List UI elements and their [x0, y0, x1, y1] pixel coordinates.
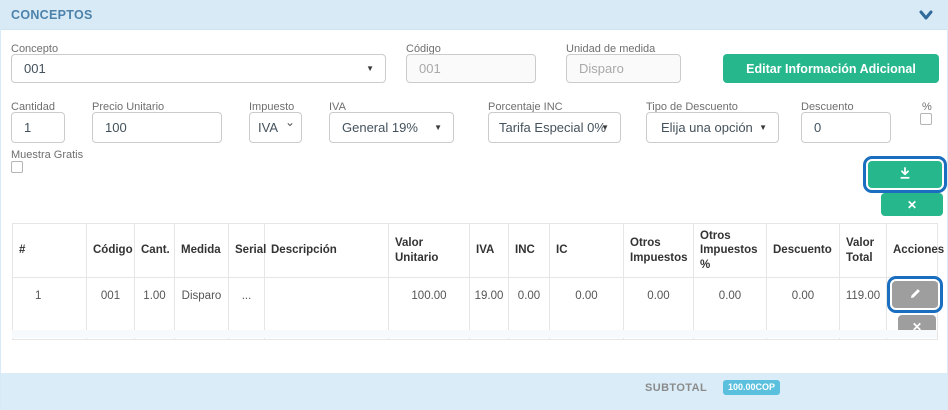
impuesto-select[interactable]: IVA ⌄ — [249, 112, 302, 143]
unidad-medida-input: Disparo — [566, 54, 681, 83]
precio-unitario-value: 100 — [105, 120, 127, 135]
cantidad-label: Cantidad — [11, 101, 56, 113]
concepto-value: 001 — [24, 61, 46, 76]
cell-otros-impuestos: 0.00 — [623, 277, 694, 341]
panel-title: CONCEPTOS — [11, 8, 93, 22]
concepto-select[interactable]: 001 ▼ — [11, 54, 386, 83]
muestra-gratis-checkbox[interactable] — [11, 161, 23, 173]
items-table: # Código Cant. Medida Serial Descripción… — [12, 222, 944, 341]
unidad-medida-value: Disparo — [579, 61, 624, 76]
x-icon: ✕ — [911, 319, 923, 334]
chevron-down-icon: ▼ — [601, 123, 609, 132]
porcentaje-checkbox-label: % — [922, 101, 932, 113]
cell-cant: 1.00 — [134, 277, 175, 341]
add-concepto-button[interactable] — [863, 156, 947, 193]
iva-value: General 19% — [342, 120, 418, 135]
cell-inc: 0.00 — [508, 277, 550, 341]
iva-label: IVA — [329, 101, 346, 113]
col-codigo: Código — [86, 222, 135, 279]
descuento-input[interactable]: 0 — [801, 112, 891, 143]
col-valor-unitario: Valor Unitario — [388, 222, 470, 279]
col-num: # — [12, 222, 87, 279]
muestra-gratis-label: Muestra Gratis — [11, 149, 84, 161]
col-otros-impuestos-pct: Otros Impuestos % — [693, 222, 767, 279]
codigo-value: 001 — [419, 61, 441, 76]
porcentaje-inc-label: Porcentaje INC — [488, 101, 563, 113]
unidad-medida-label: Unidad de medida — [566, 43, 656, 55]
col-descuento: Descuento — [766, 222, 840, 279]
concepto-label: Concepto — [11, 43, 59, 55]
col-otros-impuestos: Otros Impuestos — [623, 222, 694, 279]
descuento-value: 0 — [814, 120, 822, 135]
col-ic: IC — [549, 222, 624, 279]
tipo-descuento-value: Elija una opción — [661, 120, 753, 135]
subtotal-bar: SUBTOTAL 100.00COP — [1, 373, 947, 410]
precio-unitario-input[interactable]: 100 — [92, 112, 222, 143]
porcentaje-checkbox[interactable] — [920, 113, 932, 125]
cell-valor-total: 119.00 — [839, 277, 887, 341]
impuesto-value: IVA — [258, 120, 278, 135]
codigo-label: Código — [406, 43, 441, 55]
col-inc: INC — [508, 222, 550, 279]
download-icon — [898, 166, 912, 183]
tipo-descuento-label: Tipo de Descuento — [646, 101, 738, 113]
impuesto-label: Impuesto — [249, 101, 295, 113]
porcentaje-inc-value: Tarifa Especial 0% — [499, 120, 606, 135]
cell-medida: Disparo — [174, 277, 229, 341]
chevron-down-icon: ▼ — [759, 123, 767, 132]
panel-header: CONCEPTOS — [1, 0, 947, 30]
col-medida: Medida — [174, 222, 229, 279]
pencil-icon — [909, 287, 922, 303]
porcentaje-inc-select[interactable]: Tarifa Especial 0% ▼ — [488, 112, 621, 143]
chevron-down-icon: ▼ — [366, 64, 374, 73]
tipo-descuento-select[interactable]: Elija una opción ▼ — [646, 112, 779, 143]
chevron-down-icon: ▼ — [434, 123, 442, 132]
cell-iva: 19.00 — [469, 277, 509, 341]
col-valor-total: Valor Total — [839, 222, 887, 279]
x-icon: ✕ — [906, 197, 918, 212]
clear-concepto-button[interactable]: ✕ — [881, 193, 943, 216]
table-row: 1 001 1.00 Disparo ... 100.00 19.00 0.00… — [12, 276, 943, 341]
col-iva: IVA — [469, 222, 509, 279]
edit-row-button[interactable] — [887, 276, 943, 314]
col-serial: Serial — [228, 222, 266, 279]
col-descripcion: Descripción — [264, 222, 389, 279]
table-footer-strip — [12, 330, 937, 338]
cantidad-value: 1 — [24, 120, 32, 135]
editar-informacion-adicional-button[interactable]: Editar Información Adicional — [723, 54, 939, 83]
cantidad-input[interactable]: 1 — [11, 112, 65, 143]
chevron-down-icon: ⌄ — [284, 115, 295, 129]
cell-otros-impuestos-pct: 0.00 — [693, 277, 767, 341]
cell-descripcion — [264, 277, 389, 341]
precio-unitario-label: Precio Unitario — [92, 101, 165, 113]
chevron-down-icon[interactable] — [919, 8, 933, 22]
subtotal-label: SUBTOTAL — [645, 382, 708, 394]
descuento-label: Descuento — [801, 101, 854, 113]
cell-ic: 0.00 — [549, 277, 624, 341]
cell-descuento: 0.00 — [766, 277, 840, 341]
table-header-row: # Código Cant. Medida Serial Descripción… — [12, 222, 944, 279]
subtotal-badge: 100.00COP — [723, 380, 781, 395]
col-acciones: Acciones — [886, 222, 944, 279]
cell-num: 1 — [12, 277, 87, 341]
codigo-input: 001 — [406, 54, 536, 83]
cell-valor-unitario: 100.00 — [388, 277, 470, 341]
iva-select[interactable]: General 19% ▼ — [329, 112, 454, 143]
col-cant: Cant. — [134, 222, 175, 279]
